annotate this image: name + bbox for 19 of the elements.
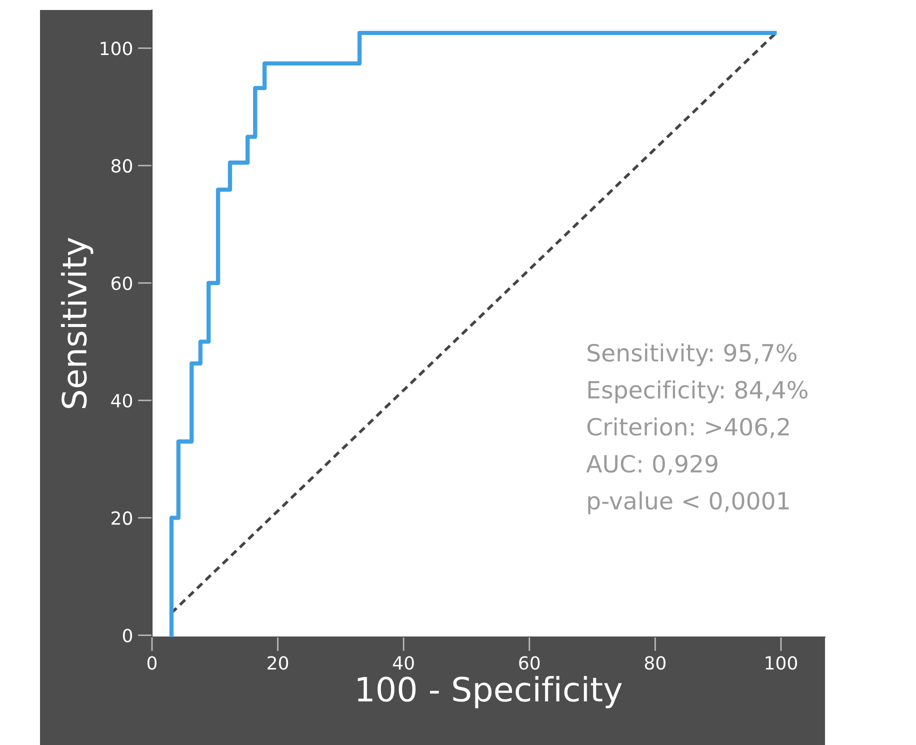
- y-tick-label: 60: [112, 276, 132, 290]
- annotation: AUC: 0,929: [586, 454, 718, 476]
- x-tick-label: 0: [147, 656, 157, 670]
- y-tick-label: 40: [111, 394, 132, 408]
- x-tick-label: 20: [268, 656, 288, 670]
- annotation: p-value < 0,0001: [588, 491, 789, 514]
- x-axis-title: 100 - Specificity: [358, 676, 622, 708]
- x-tick-label: 80: [644, 656, 666, 670]
- x-tick-label: 40: [392, 656, 414, 670]
- annotation: Especificity: 84,4%: [588, 380, 808, 404]
- annotation: Criterion: >406,2: [587, 417, 789, 438]
- x-tick-label: 60: [519, 656, 540, 670]
- x-tick-label: 100: [766, 656, 798, 670]
- y-tick-label: 0: [122, 628, 132, 642]
- y-tick-label: 80: [112, 159, 132, 173]
- y-tick-label: 100: [100, 42, 132, 56]
- y-axis-title: Sensitivity: [60, 238, 94, 408]
- y-tick-label: 20: [112, 511, 132, 525]
- annotation: Sensitivity: 95,7%: [588, 343, 796, 366]
